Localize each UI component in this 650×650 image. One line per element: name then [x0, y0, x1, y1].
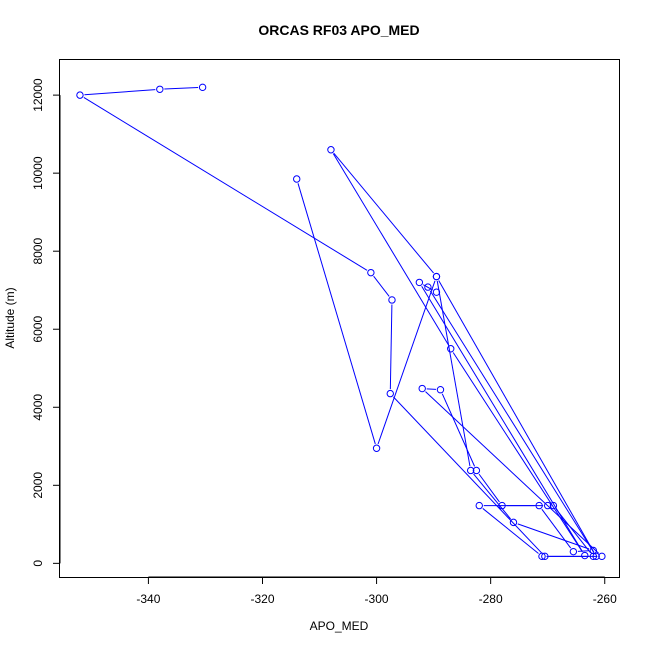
- y-tick-label: 8000: [31, 238, 45, 265]
- x-tick-label: -300: [365, 592, 389, 606]
- data-point: [432, 288, 441, 296]
- series-segment: [517, 523, 590, 550]
- series-segment: [429, 290, 595, 553]
- data-point: [424, 283, 432, 291]
- data-point: [475, 501, 483, 510]
- series-segment: [473, 473, 511, 520]
- data-point: [327, 146, 335, 154]
- data-point: [543, 501, 552, 510]
- x-axis-label: APO_MED: [310, 619, 369, 633]
- data-point: [372, 444, 381, 452]
- x-tick-label: -280: [479, 592, 503, 606]
- data-point: [415, 278, 424, 287]
- data-point: [156, 85, 164, 93]
- data-point: [432, 272, 441, 281]
- x-tick-label: -320: [250, 592, 274, 606]
- data-point: [386, 389, 394, 398]
- data-point: [598, 552, 606, 561]
- data-point: [466, 466, 475, 475]
- series-segment: [452, 352, 583, 553]
- data-point: [447, 345, 455, 353]
- series-segment: [333, 152, 434, 274]
- series-segment: [297, 183, 376, 445]
- series-segment: [373, 275, 390, 297]
- data-point: [498, 501, 506, 510]
- y-tick-label: 10000: [31, 156, 45, 190]
- data-point: [418, 384, 426, 393]
- y-tick-label: 4000: [31, 394, 45, 421]
- data-point: [589, 552, 598, 561]
- series-segment: [436, 280, 471, 467]
- data-point: [541, 552, 549, 561]
- data-point: [388, 296, 396, 304]
- x-tick-label: -260: [593, 592, 617, 606]
- y-axis-label: Altitude (m): [3, 287, 17, 348]
- series-segment: [577, 550, 589, 552]
- series-segment: [478, 473, 500, 503]
- data-point: [581, 551, 589, 560]
- data-point: [509, 518, 518, 527]
- series-segment: [377, 280, 436, 445]
- x-tick-label: -340: [136, 592, 160, 606]
- data-point: [569, 547, 578, 556]
- series-segment: [482, 508, 539, 554]
- y-axis: 0 2000 4000 6000 8000 10000 12000: [31, 78, 61, 567]
- y-tick-label: 6000: [31, 316, 45, 343]
- data-point: [538, 552, 546, 561]
- data-point: [293, 175, 301, 183]
- series-segment: [425, 391, 599, 554]
- series-segment: [393, 396, 543, 554]
- y-tick-label: 0: [31, 560, 45, 567]
- series-segment: [83, 97, 368, 271]
- series-segment: [164, 87, 199, 90]
- data-point: [367, 268, 375, 277]
- data-point: [592, 552, 600, 561]
- series-segment: [84, 89, 156, 96]
- series-segment: [438, 280, 595, 553]
- data-point: [198, 83, 207, 92]
- series-segment: [389, 304, 393, 390]
- data-point: [589, 546, 598, 555]
- x-axis: -340 -320 -300 -280 -260: [136, 576, 617, 606]
- y-tick-label: 2000: [31, 472, 45, 499]
- series-segment: [555, 508, 591, 554]
- data-point: [549, 501, 558, 510]
- series-segment: [426, 388, 437, 390]
- data-point: [535, 501, 543, 510]
- series-segment: [541, 508, 572, 549]
- series-segment: [332, 153, 449, 346]
- data-point: [76, 91, 84, 99]
- series-layer: [76, 83, 606, 561]
- data-point: [436, 386, 445, 394]
- series-segment: [441, 393, 476, 467]
- plot-frame: [59, 59, 620, 578]
- chart-title: ORCAS RF03 APO_MED: [258, 22, 419, 38]
- data-point: [472, 466, 481, 475]
- y-tick-label: 12000: [31, 78, 45, 112]
